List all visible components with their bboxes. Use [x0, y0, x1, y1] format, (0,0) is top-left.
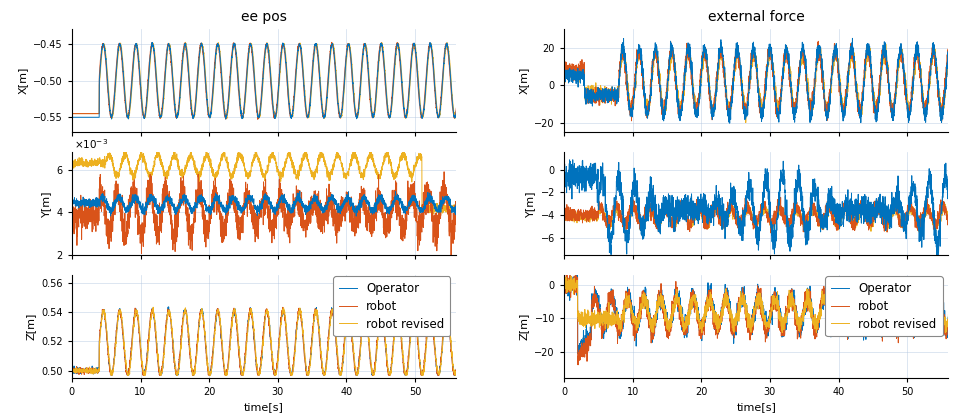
- Title: ee pos: ee pos: [241, 10, 287, 24]
- Y-axis label: Z[m]: Z[m]: [519, 313, 529, 341]
- Y-axis label: X[m]: X[m]: [17, 67, 28, 94]
- Legend: Operator, robot, robot revised: Operator, robot, robot revised: [825, 276, 943, 336]
- Legend: Operator, robot, robot revised: Operator, robot, robot revised: [333, 276, 450, 336]
- Title: external force: external force: [708, 10, 805, 24]
- Y-axis label: Y[m]: Y[m]: [41, 190, 51, 217]
- Y-axis label: Y[m]: Y[m]: [525, 190, 535, 217]
- X-axis label: time[s]: time[s]: [737, 403, 776, 412]
- X-axis label: time[s]: time[s]: [244, 403, 284, 412]
- Y-axis label: Z[m]: Z[m]: [26, 313, 35, 341]
- Text: $\times10^{-3}$: $\times10^{-3}$: [74, 138, 108, 151]
- Y-axis label: X[m]: X[m]: [519, 67, 529, 94]
